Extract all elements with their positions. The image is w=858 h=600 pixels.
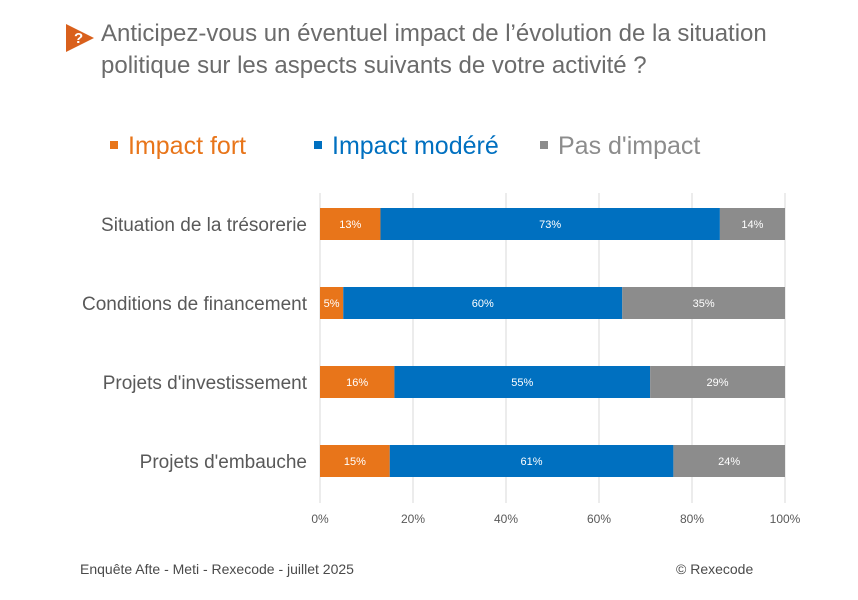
bar-impact-modere: [389, 445, 674, 477]
category-label: Projets d'investissement: [103, 373, 308, 394]
legend-item-impact-modere: Impact modéré: [314, 128, 499, 164]
bar-impact-modere: [380, 208, 720, 240]
legend-swatch-pas-d-impact: [540, 141, 548, 150]
data-label-impact-modere: 61%: [521, 456, 543, 468]
legend-label-pas-d-impact: Pas d'impact: [558, 132, 701, 160]
x-tick-label: 0%: [311, 512, 329, 526]
data-label-impact-fort: 15%: [344, 456, 366, 468]
legend-item-pas-d-impact: Pas d'impact: [540, 128, 700, 164]
data-label-pas-d-impact: 24%: [718, 456, 740, 468]
legend-swatch-impact-fort: [110, 141, 118, 150]
category-label: Conditions de financement: [82, 294, 308, 315]
data-label-impact-modere: 60%: [472, 298, 494, 310]
data-label-impact-modere: 55%: [511, 377, 533, 389]
bar-impact-modere: [343, 287, 623, 319]
question-mark-icon: ?: [66, 24, 94, 52]
category-label: Projets d'embauche: [140, 452, 307, 473]
data-label-pas-d-impact: 29%: [707, 377, 729, 389]
bar-pas-d-impact: [622, 287, 785, 319]
data-label-pas-d-impact: 35%: [693, 298, 715, 310]
data-label-impact-fort: 16%: [346, 377, 368, 389]
svg-text:?: ?: [74, 30, 83, 47]
x-tick-label: 20%: [401, 512, 425, 526]
x-tick-label: 40%: [494, 512, 518, 526]
x-tick-label: 100%: [770, 512, 801, 526]
legend-swatch-impact-modere: [314, 141, 322, 150]
data-label-impact-fort: 13%: [339, 219, 361, 231]
bar-impact-fort: [320, 445, 390, 477]
bar-impact-modere: [394, 366, 651, 398]
legend-label-impact-fort: Impact fort: [128, 132, 247, 160]
category-label: Situation de la trésorerie: [101, 215, 307, 236]
bar-impact-fort: [320, 208, 381, 240]
x-tick-label: 60%: [587, 512, 611, 526]
bar-pas-d-impact: [719, 208, 785, 240]
footer-source: Enquête Afte - Meti - Rexecode - juillet…: [80, 561, 354, 577]
footer-copyright: © Rexecode: [676, 561, 754, 577]
x-tick-label: 80%: [680, 512, 704, 526]
data-label-impact-modere: 73%: [539, 219, 561, 231]
bar-pas-d-impact: [650, 366, 785, 398]
bar-impact-fort: [320, 287, 344, 319]
chart-title: Anticipez-vous un éventuel impact de l’é…: [101, 20, 767, 79]
data-label-pas-d-impact: 14%: [741, 219, 763, 231]
bar-pas-d-impact: [673, 445, 785, 477]
data-label-impact-fort: 5%: [324, 298, 340, 310]
legend-label-impact-modere: Impact modéré: [332, 132, 499, 160]
legend-item-impact-fort: Impact fort: [110, 128, 246, 164]
bar-impact-fort: [320, 366, 395, 398]
